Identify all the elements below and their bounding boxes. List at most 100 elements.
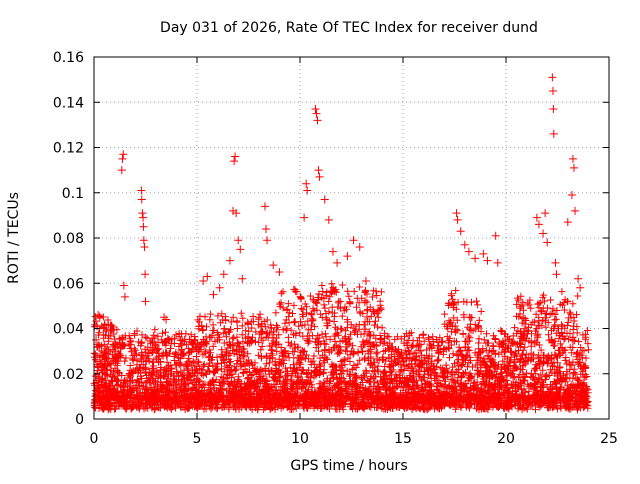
data-point [574, 274, 583, 283]
x-tick-label: 0 [90, 431, 99, 447]
data-point [534, 220, 543, 229]
data-point [491, 231, 500, 240]
y-tick-label: 0.02 [53, 367, 84, 383]
data-point [333, 258, 342, 267]
x-axis-ticks: 0 5 10 15 20 25 [90, 57, 618, 447]
data-point [232, 209, 241, 218]
data-point [120, 292, 129, 301]
data-point [119, 281, 128, 290]
data-point [314, 166, 323, 175]
data-point [116, 342, 125, 351]
data-point [552, 270, 561, 279]
data-point [94, 310, 103, 319]
data-point [137, 195, 146, 204]
data-point [199, 276, 208, 285]
data-point [567, 191, 576, 200]
data-point [209, 290, 218, 299]
data-point [343, 252, 352, 261]
data-point [119, 150, 128, 159]
y-tick-label: 0.14 [53, 95, 84, 111]
data-point [563, 218, 572, 227]
data-point [548, 86, 557, 95]
data-point [141, 297, 150, 306]
data-point [140, 243, 149, 252]
scatter-noise-marks [90, 280, 592, 414]
data-point [138, 209, 147, 218]
x-tick-label: 20 [497, 431, 515, 447]
data-point [355, 243, 364, 252]
y-tick-label: 0.08 [53, 231, 84, 247]
data-point [456, 227, 465, 236]
data-point [262, 224, 271, 233]
data-point [236, 245, 245, 254]
x-axis-label: GPS time / hours [290, 458, 407, 474]
data-point [548, 73, 557, 82]
data-point [275, 267, 284, 276]
y-tick-label: 0.16 [53, 50, 84, 66]
data-point [324, 215, 333, 224]
data-point [92, 335, 101, 344]
data-point [452, 209, 461, 218]
data-point [479, 249, 488, 258]
data-point [230, 157, 239, 166]
data-point [568, 154, 577, 163]
data-point [260, 202, 269, 211]
y-tick-label: 0.12 [53, 141, 84, 157]
data-point [549, 129, 558, 138]
data-point [313, 116, 322, 125]
data-point [141, 270, 150, 279]
data-point [328, 247, 337, 256]
grid-lines [94, 57, 609, 419]
data-point [162, 315, 171, 324]
x-tick-label: 25 [600, 431, 618, 447]
data-point [215, 283, 224, 292]
data-point [311, 105, 320, 114]
data-point [96, 351, 105, 360]
data-point [471, 254, 480, 263]
data-point [361, 276, 370, 285]
data-point [263, 236, 272, 245]
y-tick-label: 0.1 [62, 186, 84, 202]
data-point [203, 272, 212, 281]
data-point [303, 186, 312, 195]
x-tick-label: 5 [193, 431, 202, 447]
data-point [315, 172, 324, 181]
y-tick-label: 0 [75, 412, 84, 428]
data-point [231, 152, 240, 161]
data-point [269, 261, 278, 270]
x-tick-label: 15 [394, 431, 412, 447]
data-point [234, 236, 243, 245]
data-point [139, 236, 148, 245]
data-point [114, 351, 123, 360]
data-point [493, 258, 502, 267]
data-point [464, 247, 473, 256]
data-point [118, 154, 127, 163]
data-point [95, 342, 104, 351]
data-point [453, 215, 462, 224]
y-axis-label: ROTI / TECUs [6, 192, 22, 284]
y-tick-label: 0.06 [53, 276, 84, 292]
data-point [312, 109, 321, 118]
data-point [549, 105, 558, 114]
chart-title: Day 031 of 2026, Rate Of TEC Index for r… [160, 20, 538, 36]
data-point [320, 195, 329, 204]
data-point [532, 213, 541, 222]
data-point [238, 274, 247, 283]
data-point [139, 222, 148, 231]
y-axis-ticks: 0 0.02 0.04 0.06 0.08 0.1 0.12 0.14 0.16 [53, 50, 609, 428]
data-point [225, 256, 234, 265]
data-point [219, 270, 228, 279]
data-point [569, 163, 578, 172]
data-point [541, 209, 550, 218]
data-point [117, 166, 126, 175]
data-point [349, 236, 358, 245]
data-point [137, 186, 146, 195]
data-point [302, 179, 311, 188]
data-point [571, 206, 580, 215]
data-point [551, 258, 560, 267]
data-point [300, 213, 309, 222]
data-point [139, 213, 148, 222]
data-point [483, 256, 492, 265]
